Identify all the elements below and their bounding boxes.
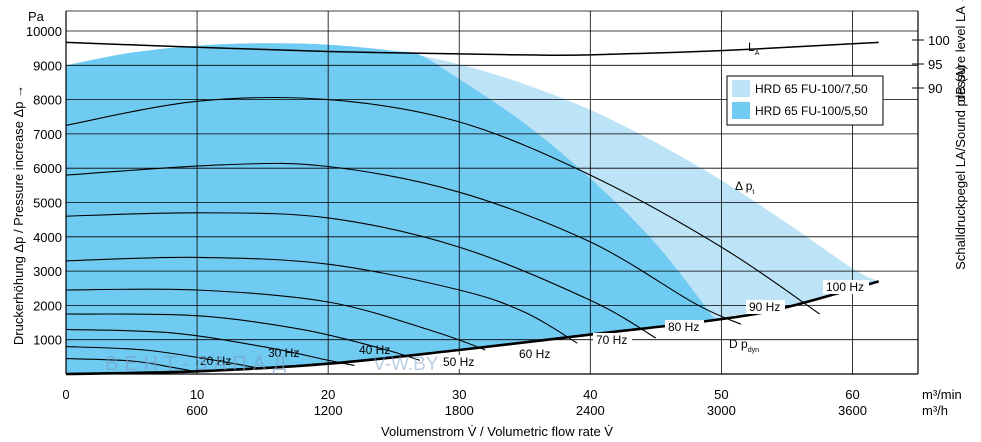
x-tick-label: 0 [62, 387, 69, 402]
x-tick-label: 40 [583, 387, 597, 402]
hz-label: 30 Hz [268, 346, 299, 360]
axes: 1000200030004000500060007000800090001000… [26, 10, 950, 418]
y2-tick-label: 100 [928, 33, 950, 48]
watermark-left: ВЕНТ-ЗАПАД [105, 353, 292, 375]
x-tick-label: 50 [714, 387, 728, 402]
x-unit-secondary: m³/h [922, 403, 948, 418]
hz-label: 90 Hz [749, 300, 780, 314]
y-tick-label: 8000 [33, 93, 62, 108]
curve-70-hz [65, 256, 578, 344]
hz-label-bg [823, 280, 869, 294]
y-tick-label: 2000 [33, 298, 62, 313]
region-small [66, 43, 715, 374]
y-tick-label: 4000 [33, 230, 62, 245]
hz-label: 50 Hz [443, 355, 474, 369]
legend-swatch [732, 80, 750, 97]
curve-30-hz [65, 346, 263, 370]
x2-tick-label: 600 [186, 403, 208, 418]
hz-label: 40 Hz [359, 343, 390, 357]
hz-label-bg [665, 320, 704, 334]
x-tick-label: 60 [845, 387, 859, 402]
y-tick-label: 10000 [26, 24, 62, 39]
y-tick-label: 7000 [33, 127, 62, 142]
x-tick-label: 20 [321, 387, 335, 402]
hz-label: 60 Hz [519, 347, 550, 361]
curve-100-hz [65, 96, 821, 315]
curve-la [65, 41, 879, 56]
x-unit-primary: m³/min [922, 387, 962, 402]
y2-axis-title: Schalldruckpegel LA/Sound pressure level… [953, 0, 968, 270]
curve-80-hz [65, 212, 657, 339]
curve-50-hz [65, 313, 421, 361]
y2-tick-label: 95 [928, 57, 942, 72]
la-label: LA [748, 40, 760, 57]
dpdyn-label: D pdyn [729, 337, 759, 354]
hz-label-bg [593, 333, 632, 347]
legend-label: HRD 65 FU-100/7,50 [755, 82, 868, 96]
x-axis-title: Volumenstrom V̇ / Volumetric flow rate V… [381, 424, 613, 439]
x2-tick-label: 1200 [314, 403, 343, 418]
y2-tick-label: 90 [928, 81, 942, 96]
hz-label-bg [746, 300, 785, 314]
hz-label-bg [516, 347, 555, 361]
hz-label: 100 Hz [826, 280, 864, 294]
y-tick-label: 3000 [33, 264, 62, 279]
curve-20-hz [65, 358, 198, 373]
y2-axis-unit: dB (A) [953, 65, 968, 102]
legend: HRD 65 FU-100/7,50 HRD 65 FU-100/5,50 [726, 75, 884, 126]
hz-label-bg [440, 355, 479, 369]
x-tick-label: 30 [452, 387, 466, 402]
hz-label: 20 Hz [200, 354, 231, 368]
speed-curves: 20 Hz 30 Hz 40 Hz 50 Hz 60 Hz 70 Hz 80 Hz 90 Hz… [65, 41, 880, 376]
y-tick-label: 9000 [33, 58, 62, 73]
hz-label: 80 Hz [668, 320, 699, 334]
x-tick-label: 10 [190, 387, 204, 402]
legend-label: HRD 65 FU-100/5,50 [755, 104, 868, 118]
curve-40-hz [65, 328, 355, 366]
y-axis-unit: Pa [28, 9, 45, 24]
y-axis-title: Druckerhöhung Δp / Pressure increase Δp … [11, 85, 26, 345]
y-tick-label: 6000 [33, 161, 62, 176]
dpt-label: Δ pt [735, 179, 754, 196]
x2-tick-label: 1800 [445, 403, 474, 418]
legend-swatch [732, 102, 750, 119]
x2-tick-label: 2400 [576, 403, 605, 418]
x2-tick-label: 3600 [838, 403, 867, 418]
y-tick-label: 5000 [33, 196, 62, 211]
x2-tick-label: 3000 [707, 403, 736, 418]
watermark-right: V-W.BY [373, 354, 439, 375]
curve-90-hz [65, 162, 742, 325]
hz-label: 70 Hz [596, 333, 627, 347]
legend-box [726, 75, 884, 126]
y-tick-label: 1000 [33, 333, 62, 348]
curve-60-hz [65, 288, 486, 351]
